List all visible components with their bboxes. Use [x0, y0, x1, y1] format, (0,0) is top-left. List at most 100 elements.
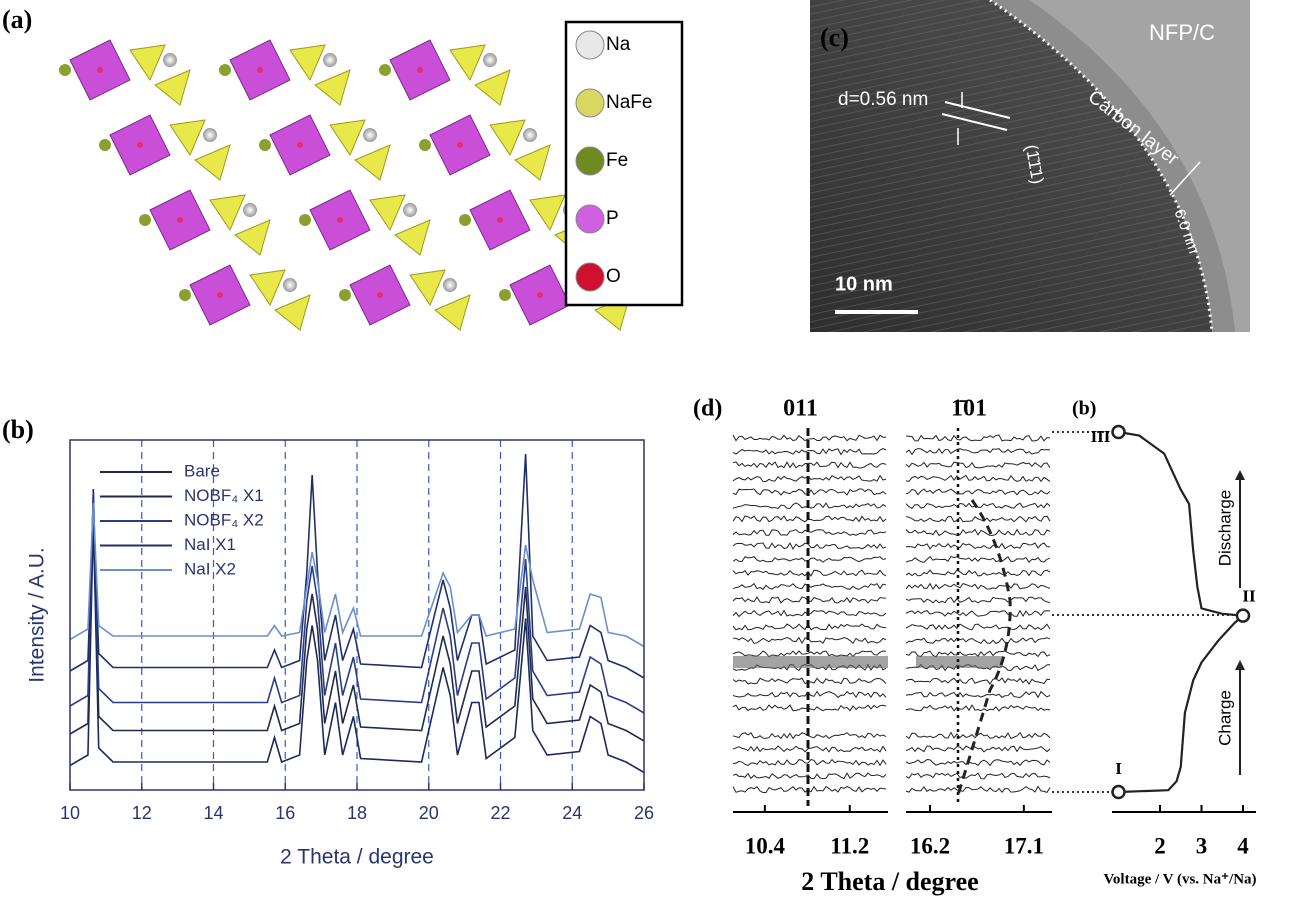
trace — [732, 556, 887, 563]
polyhedron — [169, 119, 206, 157]
legend-label: NaI X1 — [184, 535, 236, 554]
x-tick-label: 16 — [275, 803, 295, 823]
trace — [905, 434, 1051, 442]
polyhedron — [329, 119, 366, 157]
atom — [299, 214, 311, 226]
trace — [905, 609, 1051, 617]
atom — [377, 292, 383, 298]
trace — [905, 785, 1051, 793]
x-tick-label: 22 — [490, 803, 510, 823]
x-tick-label: 4 — [1237, 833, 1249, 858]
scale-bar-label: 10 nm — [835, 273, 893, 295]
polyhedron — [234, 219, 271, 256]
trace — [732, 461, 887, 469]
spacing-label: d=0.56 nm — [838, 89, 928, 110]
state-label: I — [1115, 759, 1122, 778]
x-tick-label: 20 — [419, 803, 439, 823]
atom — [99, 139, 111, 151]
trace — [905, 637, 1051, 645]
peak-shift — [956, 499, 1012, 796]
trace — [905, 704, 1051, 712]
legend-swatch — [575, 146, 605, 176]
x-tick-label: 10 — [60, 803, 80, 823]
atom — [497, 217, 503, 223]
atom — [139, 214, 151, 226]
xrd-pattern — [69, 502, 645, 648]
legend-label: NOBF₄ X1 — [184, 486, 264, 505]
atom — [259, 139, 271, 151]
legend-label: Na — [606, 34, 631, 55]
atom — [323, 53, 337, 67]
polyhedron — [194, 144, 231, 181]
legend-label: NaFe — [606, 92, 652, 113]
y-axis-label: Intensity / A.U. — [26, 547, 49, 682]
peak-label: 011 — [783, 396, 818, 422]
legend-label: NaI X2 — [184, 559, 236, 578]
trace — [905, 515, 1051, 523]
state-marker — [1111, 784, 1126, 800]
atom — [363, 128, 377, 142]
atom — [203, 128, 217, 142]
trace — [732, 745, 887, 753]
x-tick-label: 14 — [203, 803, 223, 823]
trace — [905, 759, 1051, 767]
state-label: III — [1091, 427, 1111, 446]
polyhedron — [489, 119, 526, 157]
highlight-band — [733, 656, 888, 668]
atom — [59, 64, 71, 76]
atom — [403, 203, 417, 217]
atom — [137, 142, 143, 148]
atom — [417, 67, 423, 73]
trace — [905, 690, 1051, 699]
legend-swatch — [575, 204, 605, 234]
trace — [905, 623, 1051, 631]
xrd-chart: Bare NOBF₄ X1 NOBF₄ X2 NaI X1 NaI X2 10 12 14 16… — [26, 439, 654, 869]
atom — [419, 139, 431, 151]
panel-label: (a) — [2, 5, 32, 34]
atom — [443, 278, 457, 292]
state-marker — [1235, 608, 1251, 623]
polyhedron — [249, 269, 286, 307]
trace — [905, 542, 1051, 550]
trace — [905, 474, 1051, 483]
polyhedron — [354, 144, 391, 181]
panel-label: (b) — [1072, 398, 1096, 420]
trace — [905, 582, 1051, 591]
x-tick-label: 2 — [1154, 833, 1166, 858]
legend-label: NOBF₄ X2 — [184, 510, 264, 529]
atom — [297, 142, 303, 148]
legend: Na NaFe Fe P O — [575, 30, 652, 292]
legend-label: Fe — [606, 150, 628, 171]
x-tick-label: 12 — [132, 803, 152, 823]
xrd-pattern — [69, 453, 645, 679]
atom — [523, 128, 537, 142]
tem-image — [810, 0, 1250, 332]
polyhedron — [289, 44, 326, 82]
atom — [457, 142, 463, 148]
legend-swatch — [575, 30, 605, 60]
x-tick-label: 11.2 — [830, 833, 869, 858]
polyhedron — [434, 294, 471, 331]
x-tick-label: 24 — [562, 803, 582, 823]
polyhedron — [274, 294, 311, 331]
trace — [905, 502, 1051, 510]
atom — [499, 289, 511, 301]
legend-label: Bare — [184, 461, 220, 480]
x-tick-label: 18 — [347, 803, 367, 823]
atom — [217, 292, 223, 298]
atom — [257, 67, 263, 73]
x-axis-label: 2 Theta / degree — [801, 867, 978, 896]
polyhedron — [314, 69, 351, 106]
x-axis-label: Voltage / V (vs. Na⁺/Na) — [1103, 871, 1256, 887]
xrd-pattern — [69, 492, 645, 714]
atom — [97, 67, 103, 73]
trace — [905, 569, 1051, 577]
trace — [905, 596, 1051, 604]
arrow-head — [1235, 470, 1245, 480]
x-tick-label: 3 — [1196, 833, 1208, 858]
atom — [483, 53, 497, 67]
trace — [732, 732, 887, 740]
atom — [339, 289, 351, 301]
polyhedron — [209, 194, 246, 232]
